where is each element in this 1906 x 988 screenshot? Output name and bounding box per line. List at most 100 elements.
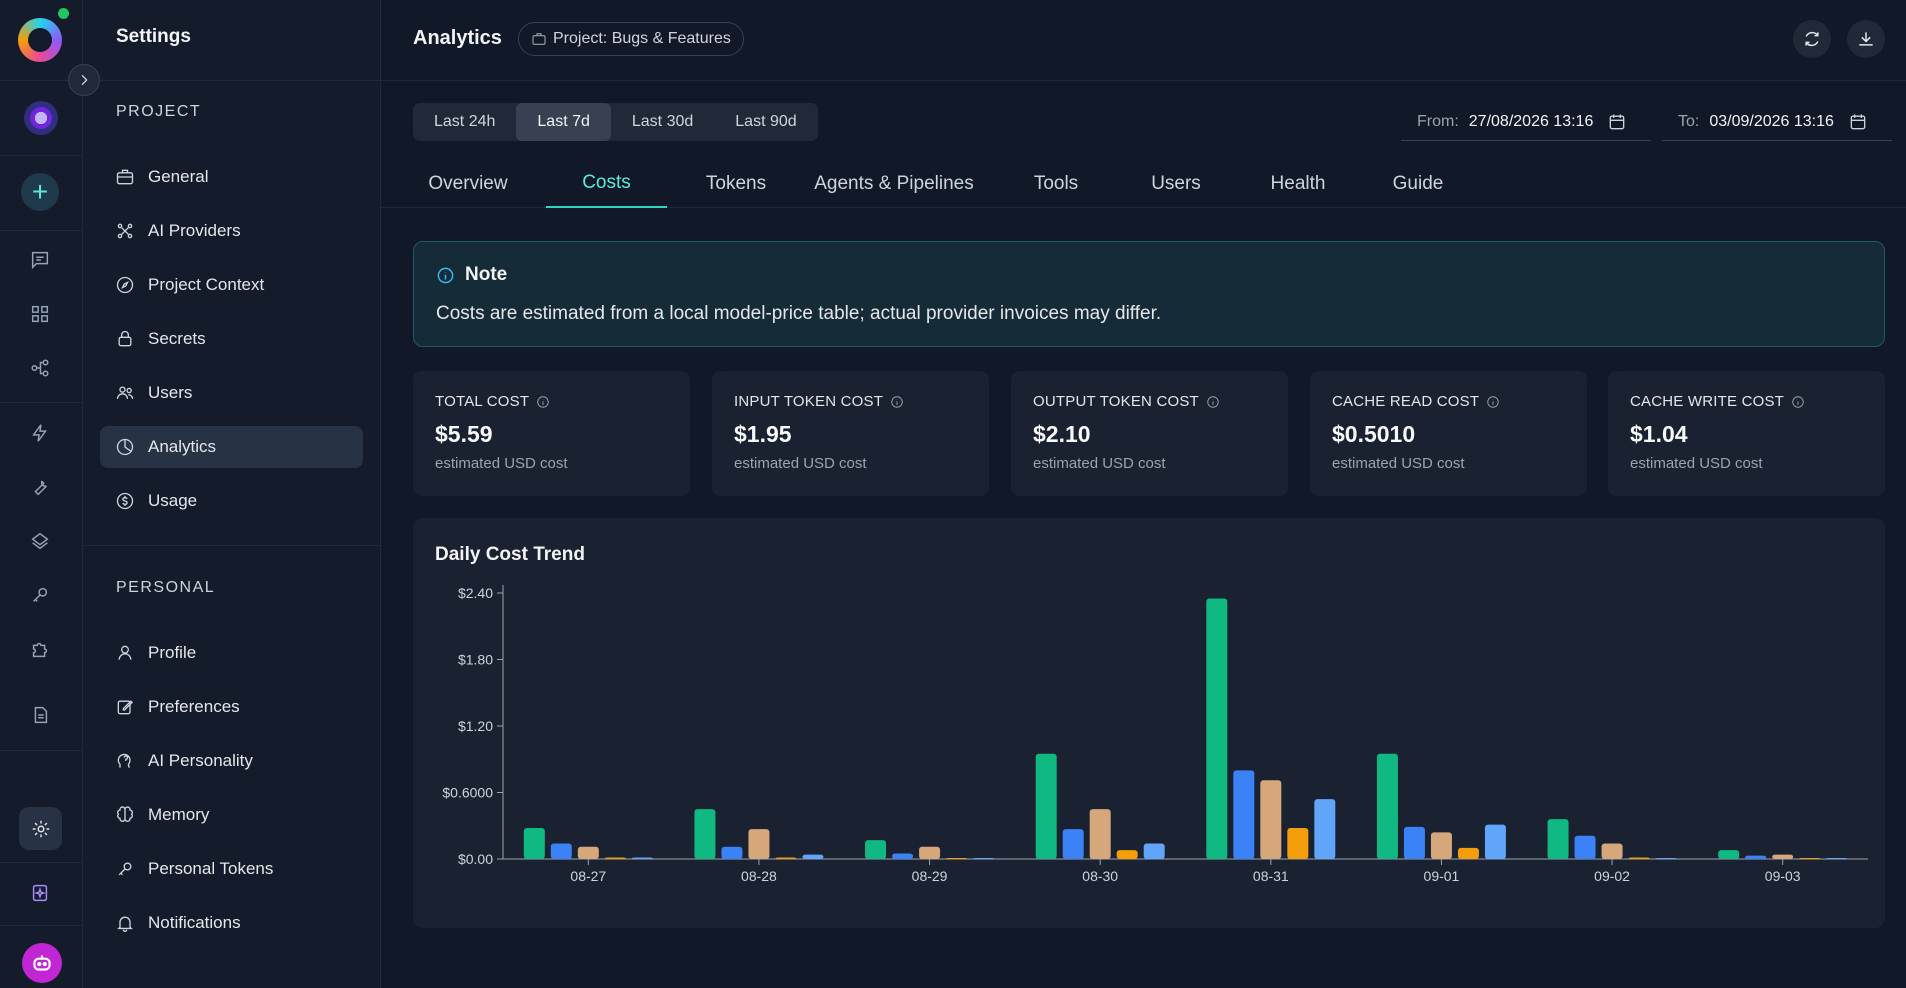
sidebar-item-project-context[interactable]: Project Context [100,264,363,306]
sidebar-item-ai-providers[interactable]: AI Providers [100,210,363,252]
card-value: $0.5010 [1332,421,1416,447]
cache-write-cost-card: CACHE WRITE COST $1.04 estimated USD cos… [1608,371,1885,496]
bar[interactable] [1574,835,1596,859]
bar[interactable] [1314,799,1336,859]
sidebar-item-secrets[interactable]: Secrets [100,318,363,360]
bar[interactable] [523,827,545,859]
bar[interactable] [577,846,599,859]
from-date-field[interactable]: From: 27/08/2026 13:16 [1401,103,1651,141]
bar[interactable] [1143,843,1165,859]
bar[interactable] [1484,824,1506,859]
bar[interactable] [550,843,572,859]
bar[interactable] [1655,858,1677,859]
sidebar-item-ai-personality[interactable]: AI Personality [100,740,363,782]
bar[interactable] [1547,819,1569,859]
puzzle-icon[interactable] [27,636,53,662]
tab-costs[interactable]: Costs [546,160,667,208]
bar[interactable] [694,809,716,859]
tab-health[interactable]: Health [1270,173,1326,194]
rail-divider [0,402,83,403]
bar[interactable] [1116,850,1138,859]
bar[interactable] [1430,832,1452,859]
bar[interactable] [802,854,824,859]
bar[interactable] [865,840,887,859]
refresh-button[interactable] [1793,20,1831,58]
collapse-sidebar-button[interactable] [68,64,100,96]
bar[interactable] [1287,827,1309,859]
bar[interactable] [721,846,743,859]
bar[interactable] [1233,770,1255,859]
sidebar-item-users[interactable]: Users [100,372,363,414]
document-icon[interactable] [27,702,53,728]
calendar-icon[interactable] [1848,112,1868,132]
bar[interactable] [1035,753,1057,859]
add-icon[interactable]: + [21,173,59,211]
bar[interactable] [946,858,968,859]
info-icon[interactable] [536,395,550,409]
project-selector[interactable]: Project: Bugs & Features [518,22,744,56]
workflow-icon[interactable] [27,355,53,381]
bar[interactable] [604,857,626,860]
bar[interactable] [775,857,797,860]
lock-icon [118,330,132,347]
sidebar-item-memory[interactable]: Memory [100,794,363,836]
bar[interactable] [1457,847,1479,859]
tab-overview[interactable]: Overview [428,173,508,194]
info-icon[interactable] [1486,395,1500,409]
grid-icon[interactable] [27,301,53,327]
top-bar: Analytics Project: Bugs & Features [381,0,1906,81]
info-icon[interactable] [1791,395,1805,409]
workspace-avatar[interactable] [24,101,58,135]
range-last-30d[interactable]: Last 30d [631,113,694,130]
bar[interactable] [1628,857,1650,860]
tab-tokens[interactable]: Tokens [705,173,767,194]
calendar-icon[interactable] [1607,112,1627,132]
sidebar-item-notifications[interactable]: Notifications [100,902,363,944]
bar[interactable] [973,858,995,859]
bar[interactable] [1718,850,1740,859]
chevron-right-icon [81,74,88,86]
bar[interactable] [1772,854,1794,859]
bar[interactable] [892,853,914,859]
bar[interactable] [1376,753,1398,859]
tab-tools[interactable]: Tools [1033,173,1079,194]
bar[interactable] [1206,598,1228,859]
to-date-field[interactable]: To: 03/09/2026 13:16 [1662,103,1892,141]
bar[interactable] [1745,855,1767,859]
assistant-bot-icon[interactable] [22,943,62,983]
chat-icon[interactable] [27,247,53,273]
personal-section-heading: PERSONAL [116,579,216,596]
tab-agents-pipelines[interactable]: Agents & Pipelines [814,173,974,194]
info-icon[interactable] [1206,395,1220,409]
bar[interactable] [1062,829,1084,859]
wrench-icon[interactable] [27,474,53,500]
tab-guide[interactable]: Guide [1392,173,1444,194]
bar[interactable] [1260,780,1282,859]
settings-gear-icon[interactable] [19,807,62,850]
tab-users[interactable]: Users [1151,173,1201,194]
sidebar-item-analytics[interactable]: Analytics [100,426,363,468]
info-icon[interactable] [890,395,904,409]
download-button[interactable] [1847,20,1885,58]
range-last-24h[interactable]: Last 24h [434,113,496,130]
bar[interactable] [1799,858,1821,859]
sparkle-doc-icon[interactable] [27,880,53,906]
app-logo[interactable] [18,18,62,62]
range-last-7d[interactable]: Last 7d [516,103,611,141]
bar[interactable] [1089,809,1111,859]
bar[interactable] [631,857,653,860]
sidebar-item-personal-tokens[interactable]: Personal Tokens [100,848,363,890]
sidebar-item-profile[interactable]: Profile [100,632,363,674]
lightning-icon[interactable] [27,420,53,446]
sidebar-item-general[interactable]: General [100,156,363,198]
key-icon[interactable] [27,582,53,608]
bar[interactable] [1403,826,1425,859]
bar[interactable] [1826,858,1848,859]
layers-icon[interactable] [27,528,53,554]
bar[interactable] [748,829,770,859]
sidebar-item-usage[interactable]: Usage [100,480,363,522]
sidebar-item-preferences[interactable]: Preferences [100,686,363,728]
bar[interactable] [919,846,941,859]
range-last-90d[interactable]: Last 90d [735,113,797,130]
bar[interactable] [1601,843,1623,859]
